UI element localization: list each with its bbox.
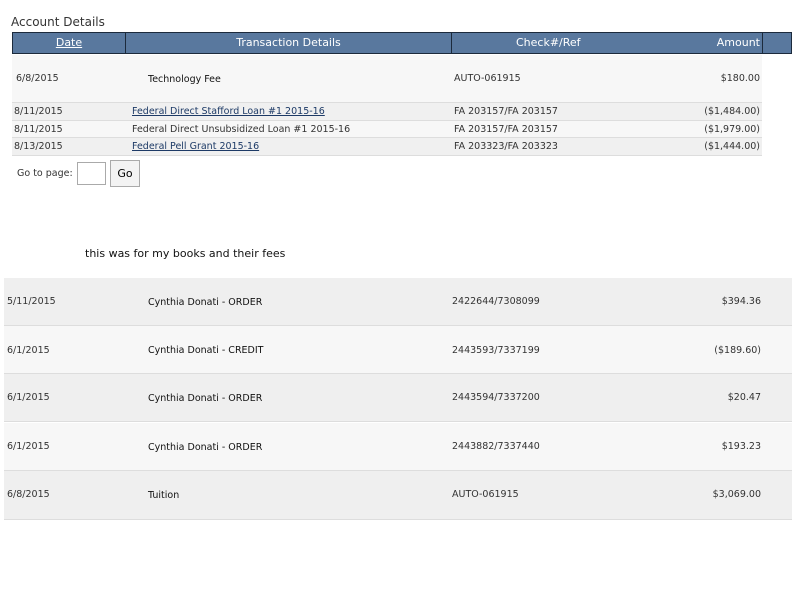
go-to-page-label: Go to page: (17, 168, 73, 179)
row-details: Cynthia Donati - CREDIT (148, 345, 264, 356)
note-text: this was for my books and their fees (85, 247, 286, 260)
row-amount: ($1,484.00) (704, 106, 760, 117)
row-ref: FA 203323/FA 203323 (454, 141, 558, 152)
table-header: Date Transaction Details Check#/Ref Amou… (12, 32, 792, 54)
list-item: 6/1/2015 Cynthia Donati - ORDER 2443594/… (4, 374, 792, 422)
row-ref: AUTO-061915 (454, 73, 521, 84)
row-date: 8/11/2015 (14, 124, 63, 135)
row-amount: $193.23 (721, 441, 761, 452)
column-amount: Check#/Ref Amount (452, 33, 763, 53)
page-number-input[interactable] (77, 162, 106, 185)
row-ref: FA 203157/FA 203157 (454, 106, 558, 117)
row-ref: 2443594/7337200 (452, 392, 540, 403)
table-row: 8/13/2015 Federal Pell Grant 2015-16 FA … (12, 138, 762, 156)
row-amount: ($189.60) (714, 345, 761, 356)
row-ref: 2443593/7337199 (452, 345, 540, 356)
row-details-link[interactable]: Federal Direct Stafford Loan #1 2015-16 (132, 106, 325, 117)
row-ref: 2443882/7337440 (452, 441, 540, 452)
row-amount: $394.36 (721, 296, 761, 307)
column-ref: Check#/Ref (516, 36, 581, 49)
page-title: Account Details (11, 15, 105, 29)
column-amount-label: Amount (716, 36, 760, 49)
row-amount: ($1,979.00) (704, 124, 760, 135)
row-details: Cynthia Donati - ORDER (148, 297, 263, 308)
row-amount: $180.00 (720, 73, 760, 84)
list-item: 5/11/2015 Cynthia Donati - ORDER 2422644… (4, 278, 792, 326)
row-date: 6/1/2015 (7, 441, 50, 452)
row-date: 6/8/2015 (16, 73, 59, 84)
list-item: 6/1/2015 Cynthia Donati - CREDIT 2443593… (4, 326, 792, 374)
row-details: Tuition (148, 490, 180, 501)
row-details: Federal Direct Unsubsidized Loan #1 2015… (132, 124, 351, 135)
row-details: Technology Fee (148, 74, 221, 85)
row-amount: ($1,444.00) (704, 141, 760, 152)
table-row: 8/11/2015 Federal Direct Unsubsidized Lo… (12, 121, 762, 138)
row-date: 6/1/2015 (7, 392, 50, 403)
sort-date-link[interactable]: Date (55, 36, 83, 49)
row-ref: AUTO-061915 (452, 489, 519, 500)
column-date[interactable]: Date (13, 33, 126, 53)
row-date: 5/11/2015 (7, 296, 56, 307)
row-date: 6/1/2015 (7, 345, 50, 356)
go-button[interactable]: Go (110, 160, 140, 187)
row-amount: $20.47 (727, 392, 761, 403)
list-item: 6/8/2015 Tuition AUTO-061915 $3,069.00 (4, 471, 792, 520)
row-details: Cynthia Donati - ORDER (148, 442, 263, 453)
table-row: 6/8/2015 Technology Fee AUTO-061915 $180… (12, 55, 762, 103)
row-ref: 2422644/7308099 (452, 296, 540, 307)
column-details: Transaction Details (126, 33, 452, 53)
row-date: 8/11/2015 (14, 106, 63, 117)
row-amount: $3,069.00 (712, 489, 761, 500)
row-date: 8/13/2015 (14, 141, 63, 152)
row-date: 6/8/2015 (7, 489, 50, 500)
row-details: Cynthia Donati - ORDER (148, 393, 263, 404)
row-details-link[interactable]: Federal Pell Grant 2015-16 (132, 141, 260, 152)
row-ref: FA 203157/FA 203157 (454, 124, 558, 135)
table-row: 8/11/2015 Federal Direct Stafford Loan #… (12, 103, 762, 121)
list-item: 6/1/2015 Cynthia Donati - ORDER 2443882/… (4, 423, 792, 471)
